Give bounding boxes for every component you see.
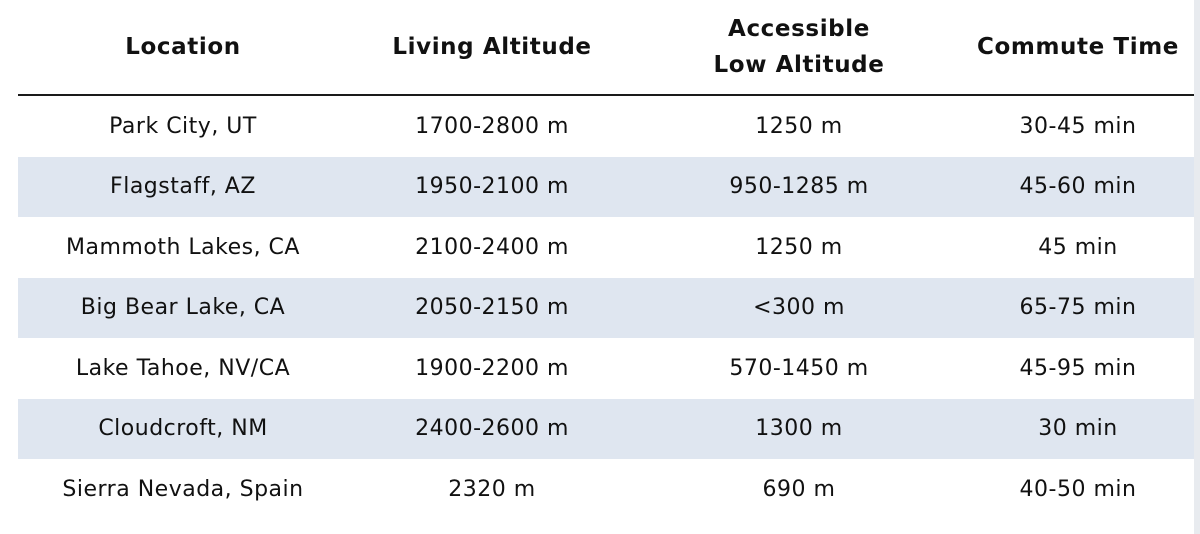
cell-location: Park City, UT (109, 113, 257, 139)
table-row: Flagstaff, AZ 1950-2100 m 950-1285 m 45-… (18, 156, 1194, 217)
page-edge (1194, 0, 1200, 534)
cell-low-altitude: 950-1285 m (729, 174, 869, 200)
column-header-location: Location (125, 34, 241, 60)
altitude-table: Location Living Altitude Accessible Low … (18, 0, 1194, 520)
cell-commute-time: 30 min (1038, 416, 1118, 442)
cell-low-altitude: 1300 m (755, 416, 843, 442)
table-row: Big Bear Lake, CA 2050-2150 m <300 m 65-… (18, 277, 1194, 338)
table-row: Sierra Nevada, Spain 2320 m 690 m 40-50 … (18, 459, 1194, 520)
cell-commute-time: 30-45 min (1019, 113, 1137, 139)
column-header-commute-time: Commute Time (977, 34, 1179, 60)
cell-commute-time: 40-50 min (1019, 476, 1137, 502)
column-header-accessible-low-altitude: Accessible Low Altitude (713, 16, 885, 78)
cell-commute-time: 45 min (1038, 234, 1118, 260)
table-row: Mammoth Lakes, CA 2100-2400 m 1250 m 45 … (18, 217, 1194, 278)
cell-low-altitude: <300 m (753, 295, 845, 321)
cell-location: Flagstaff, AZ (110, 174, 256, 200)
cell-location: Lake Tahoe, NV/CA (75, 355, 291, 381)
table-row: Park City, UT 1700-2800 m 1250 m 30-45 m… (18, 96, 1194, 157)
cell-commute-time: 45-60 min (1019, 174, 1137, 200)
cell-living-altitude: 1900-2200 m (415, 355, 569, 381)
cell-low-altitude: 570-1450 m (729, 355, 869, 381)
cell-location: Cloudcroft, NM (98, 416, 268, 442)
table-row: Cloudcroft, NM 2400-2600 m 1300 m 30 min (18, 398, 1194, 459)
cell-low-altitude: 1250 m (755, 113, 843, 139)
cell-living-altitude: 2400-2600 m (415, 416, 569, 442)
cell-low-altitude: 1250 m (755, 234, 843, 260)
cell-location: Big Bear Lake, CA (80, 295, 286, 321)
cell-living-altitude: 1700-2800 m (415, 113, 569, 139)
cell-living-altitude: 2050-2150 m (415, 295, 569, 321)
table-row: Lake Tahoe, NV/CA 1900-2200 m 570-1450 m… (18, 338, 1194, 399)
cell-commute-time: 65-75 min (1019, 295, 1137, 321)
cell-location: Mammoth Lakes, CA (66, 234, 300, 260)
column-header-living-altitude: Living Altitude (392, 34, 592, 60)
table-header: Location Living Altitude Accessible Low … (18, 0, 1194, 96)
cell-living-altitude: 2320 m (448, 476, 536, 502)
cell-location: Sierra Nevada, Spain (62, 476, 304, 502)
cell-living-altitude: 1950-2100 m (415, 174, 569, 200)
cell-commute-time: 45-95 min (1019, 355, 1137, 381)
cell-living-altitude: 2100-2400 m (415, 234, 569, 260)
cell-low-altitude: 690 m (762, 476, 836, 502)
